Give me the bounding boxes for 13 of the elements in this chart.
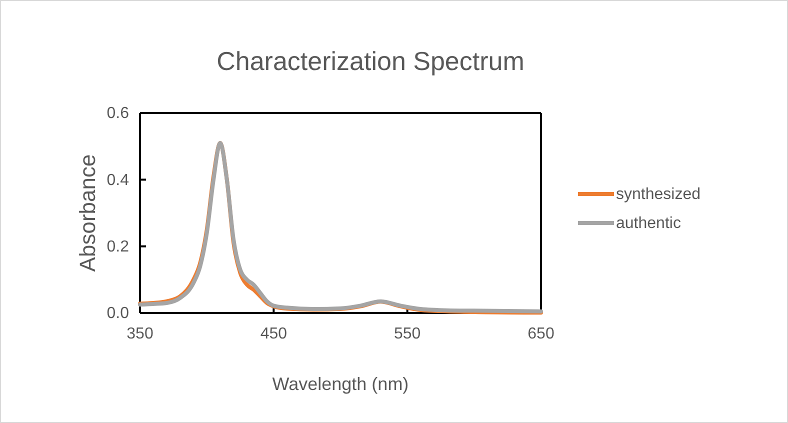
legend-label: authentic xyxy=(616,215,681,232)
y-tick-label: 0.4 xyxy=(106,172,130,189)
x-tick-label: 550 xyxy=(394,325,421,342)
chart-title: Characterization Spectrum xyxy=(216,46,524,76)
x-tick-label: 450 xyxy=(260,325,288,342)
legend-label: synthesized xyxy=(616,186,700,203)
y-tick-label: 0.6 xyxy=(106,105,130,122)
y-axis-title: Absorbance xyxy=(75,154,100,272)
x-tick-label: 350 xyxy=(126,325,154,342)
x-axis-title: Wavelength (nm) xyxy=(272,374,409,394)
x-tick-label: 650 xyxy=(528,325,554,342)
y-tick-label: 0.0 xyxy=(106,305,130,322)
y-tick-label: 0.2 xyxy=(106,238,130,256)
